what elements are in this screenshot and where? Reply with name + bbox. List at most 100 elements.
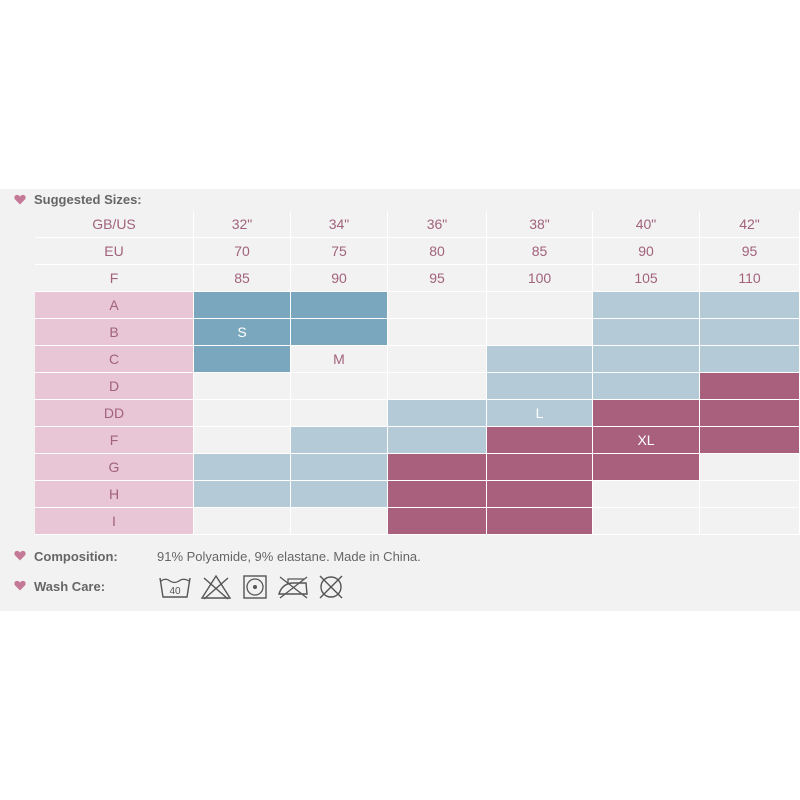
cup-row: I xyxy=(35,508,800,535)
do-not-iron-icon xyxy=(278,576,308,599)
size-cell xyxy=(593,481,700,508)
suggested-sizes-label: Suggested Sizes: xyxy=(34,192,142,207)
cup-label: DD xyxy=(35,400,194,427)
band-size-cell: 70 xyxy=(194,238,291,265)
heart-icon xyxy=(14,550,26,561)
size-cell xyxy=(593,319,700,346)
size-cell xyxy=(700,346,800,373)
cup-row: D xyxy=(35,373,800,400)
size-cell xyxy=(700,400,800,427)
size-cell xyxy=(388,454,487,481)
wash-care-label: Wash Care: xyxy=(34,579,106,594)
cup-row: DD L xyxy=(35,400,800,427)
cup-label: C xyxy=(35,346,194,373)
size-cell xyxy=(194,454,291,481)
size-cell xyxy=(593,454,700,481)
size-cell xyxy=(388,427,487,454)
cup-label: A xyxy=(35,292,194,319)
size-cell xyxy=(194,292,291,319)
wash-40-icon: 40 xyxy=(159,577,191,598)
cup-label: I xyxy=(35,508,194,535)
size-cell xyxy=(487,346,593,373)
size-cell xyxy=(487,319,593,346)
do-not-bleach-icon xyxy=(200,574,232,600)
header-row: GB/US 32" 34" 36" 38" 40" 42" xyxy=(35,211,800,238)
size-cell: S xyxy=(194,319,291,346)
tumble-dry-icon xyxy=(243,575,267,599)
size-cell xyxy=(700,292,800,319)
do-not-dry-clean-icon xyxy=(319,575,343,599)
heart-icon xyxy=(14,194,26,205)
size-cell xyxy=(487,373,593,400)
band-size-cell: 105 xyxy=(593,265,700,292)
size-cell xyxy=(593,373,700,400)
size-cell xyxy=(700,373,800,400)
header-row-label: EU xyxy=(35,238,194,265)
cup-label: B xyxy=(35,319,194,346)
cup-row: A xyxy=(35,292,800,319)
cup-label: F xyxy=(35,427,194,454)
cup-label: H xyxy=(35,481,194,508)
size-cell xyxy=(593,508,700,535)
size-table: GB/US 32" 34" 36" 38" 40" 42" EU 70 75 80 85 90 95 F 85… xyxy=(35,211,800,535)
size-cell xyxy=(593,400,700,427)
band-size-cell: 42" xyxy=(700,211,800,238)
band-size-cell: 40" xyxy=(593,211,700,238)
band-size-cell: 80 xyxy=(388,238,487,265)
size-cell xyxy=(487,292,593,319)
size-cell xyxy=(487,508,593,535)
band-size-cell: 36" xyxy=(388,211,487,238)
size-cell xyxy=(291,373,388,400)
size-cell xyxy=(593,346,700,373)
cup-row: G xyxy=(35,454,800,481)
cup-row: F XL xyxy=(35,427,800,454)
band-size-cell: 90 xyxy=(291,265,388,292)
size-cell xyxy=(194,346,291,373)
size-cell xyxy=(291,319,388,346)
size-cell xyxy=(388,400,487,427)
band-size-cell: 110 xyxy=(700,265,800,292)
size-cell: XL xyxy=(593,427,700,454)
size-cell xyxy=(291,508,388,535)
cup-label: D xyxy=(35,373,194,400)
composition-label: Composition: xyxy=(34,549,118,564)
size-cell xyxy=(291,481,388,508)
band-size-cell: 32" xyxy=(194,211,291,238)
size-cell xyxy=(700,319,800,346)
size-cell: M xyxy=(291,346,388,373)
header-row: F 85 90 95 100 105 110 xyxy=(35,265,800,292)
band-size-cell: 38" xyxy=(487,211,593,238)
wash-temp-text: 40 xyxy=(169,586,181,597)
cup-label: G xyxy=(35,454,194,481)
size-cell xyxy=(291,454,388,481)
size-cell xyxy=(291,292,388,319)
heart-icon xyxy=(14,580,26,591)
band-size-cell: 100 xyxy=(487,265,593,292)
header-row-label: GB/US xyxy=(35,211,194,238)
size-cell xyxy=(700,427,800,454)
size-cell xyxy=(194,427,291,454)
band-size-cell: 34" xyxy=(291,211,388,238)
size-cell xyxy=(388,508,487,535)
size-cell xyxy=(194,373,291,400)
size-cell xyxy=(593,292,700,319)
band-size-cell: 95 xyxy=(700,238,800,265)
band-size-cell: 90 xyxy=(593,238,700,265)
cup-row: H xyxy=(35,481,800,508)
band-size-cell: 75 xyxy=(291,238,388,265)
header-row: EU 70 75 80 85 90 95 xyxy=(35,238,800,265)
size-cell xyxy=(291,427,388,454)
size-cell xyxy=(487,481,593,508)
size-cell xyxy=(388,481,487,508)
size-cell xyxy=(487,427,593,454)
size-cell xyxy=(487,454,593,481)
size-cell xyxy=(388,346,487,373)
size-cell xyxy=(194,400,291,427)
band-size-cell: 85 xyxy=(487,238,593,265)
band-size-cell: 85 xyxy=(194,265,291,292)
size-cell xyxy=(194,481,291,508)
size-cell xyxy=(291,400,388,427)
band-size-cell: 95 xyxy=(388,265,487,292)
